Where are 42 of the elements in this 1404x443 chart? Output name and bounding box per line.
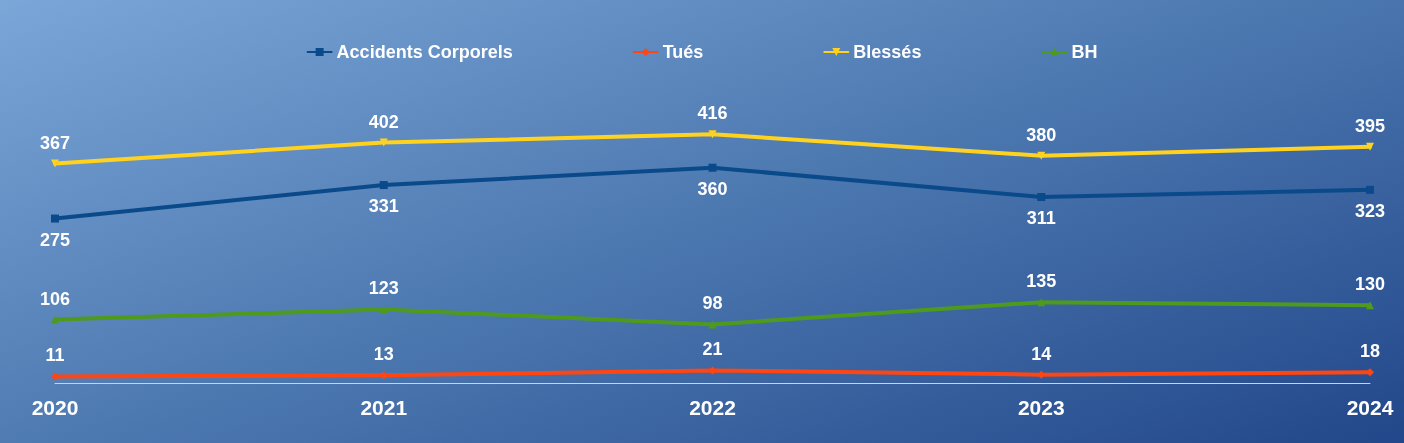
point [51,214,59,223]
data-label: 275 [39,229,71,250]
data-label: 106 [39,288,71,309]
data-label: 380 [1026,124,1057,145]
data-label: 14 [1031,343,1052,364]
data-label: 13 [373,344,394,365]
point [1366,142,1374,151]
legend-label: Accidents Corporels [336,42,513,62]
data-label: 311 [1026,208,1056,229]
point [379,181,388,190]
point [1366,301,1374,310]
data-label: 331 [368,196,399,217]
x-tick-label: 2020 [31,396,79,419]
data-label: 130 [1354,274,1386,295]
data-label: 402 [368,111,399,132]
data-label: 323 [1354,200,1386,221]
data-label: 11 [45,345,65,366]
point [51,159,59,168]
data-label: 98 [702,293,723,314]
x-tick-label: 2022 [689,396,736,419]
point [1366,368,1374,377]
data-label: 360 [697,178,728,199]
legend-label: Tués [662,42,704,62]
x-tick-label: 2024 [1346,396,1394,419]
point [51,372,59,381]
point [708,130,717,139]
data-label: 21 [702,339,723,360]
data-label: 416 [697,103,728,124]
point [1037,193,1046,202]
data-label: 18 [1359,341,1381,362]
point [708,163,717,172]
x-tick-label: 2021 [360,396,408,419]
point [51,315,59,324]
x-tick-label: 2023 [1017,396,1065,419]
data-label: 367 [39,132,71,153]
data-label: 135 [1026,271,1057,292]
data-label: 123 [368,278,399,299]
legend-label: BH [1071,42,1098,62]
data-label: 395 [1354,115,1386,136]
legend-label: Blessés [853,42,922,62]
point [708,320,717,329]
point [1366,185,1374,194]
